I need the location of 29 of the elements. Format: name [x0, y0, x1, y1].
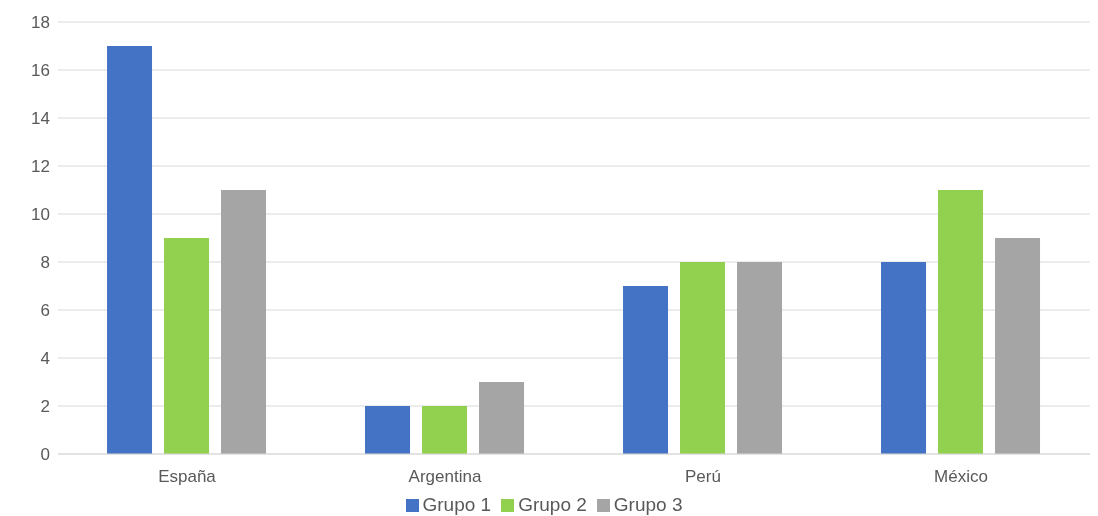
bar — [107, 46, 153, 454]
bar — [680, 262, 726, 454]
bar — [938, 190, 984, 454]
bar — [221, 190, 267, 454]
bar — [164, 238, 210, 454]
x-tick-label: Perú — [685, 467, 721, 487]
bar — [479, 382, 525, 454]
legend-label: Grupo 2 — [518, 494, 587, 515]
bar — [623, 286, 669, 454]
y-tick-label: 12 — [31, 157, 50, 177]
y-tick-label: 2 — [40, 397, 50, 417]
bar — [365, 406, 411, 454]
bar — [737, 262, 783, 454]
y-tick-label: 10 — [31, 205, 50, 225]
legend-label: Grupo 3 — [613, 494, 683, 515]
x-tick-label: Argentina — [408, 467, 482, 487]
x-tick-label: México — [934, 467, 988, 487]
bar — [995, 238, 1041, 454]
bar — [881, 262, 927, 454]
x-tick-label: España — [158, 467, 217, 487]
y-tick-label: 0 — [40, 445, 50, 465]
y-tick-label: 6 — [40, 301, 50, 321]
legend-label: Grupo 1 — [422, 494, 492, 515]
y-tick-label: 4 — [40, 349, 50, 369]
bar — [422, 406, 468, 454]
y-tick-label: 18 — [31, 13, 50, 33]
y-tick-label: 8 — [40, 253, 50, 273]
y-tick-label: 16 — [31, 61, 50, 81]
y-tick-label: 14 — [31, 109, 50, 129]
